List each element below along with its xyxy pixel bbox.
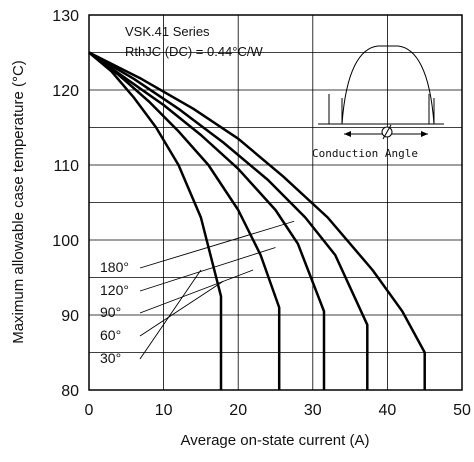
x-tick-label: 20 bbox=[229, 402, 247, 419]
plot-frame bbox=[88, 14, 463, 391]
series-layer bbox=[88, 51, 426, 390]
annotation-series: VSK.41 Series bbox=[125, 24, 210, 39]
y-tick-label: 100 bbox=[52, 233, 79, 250]
series-label: 180° bbox=[100, 259, 129, 275]
y-tick-label: 130 bbox=[52, 8, 79, 25]
series-labels: 180° 120° 90° 60° 30° bbox=[100, 220, 295, 366]
y-axis-label: Maximum allowable case temperature (°C) bbox=[10, 60, 27, 344]
x-tick-label: 0 bbox=[85, 402, 94, 419]
series-leader-line bbox=[139, 269, 254, 314]
x-tick-label: 40 bbox=[379, 402, 397, 419]
series-label: 30° bbox=[100, 350, 121, 366]
y-tick-label: 110 bbox=[53, 158, 79, 175]
series-leader-line bbox=[139, 269, 202, 360]
series-line bbox=[88, 51, 426, 390]
inset-label: Conduction Angle bbox=[312, 147, 418, 160]
series-line bbox=[88, 51, 326, 390]
conduction-angle-diagram: Conduction Angle bbox=[312, 45, 444, 160]
y-tick-label: 120 bbox=[52, 83, 79, 100]
y-tick-label: 80 bbox=[61, 383, 79, 400]
series-leader-line bbox=[139, 280, 224, 337]
grid bbox=[89, 15, 462, 390]
series-line bbox=[88, 51, 369, 390]
ticks: 0 10 20 30 40 50 80 90 100 110 120 130 bbox=[52, 8, 471, 419]
series-leader-line bbox=[139, 220, 295, 269]
x-tick-label: 50 bbox=[453, 402, 471, 419]
annotation-rthjc: RthJC (DC) = 0.44°C/W bbox=[125, 44, 263, 59]
x-tick-label: 10 bbox=[155, 402, 173, 419]
x-tick-label: 30 bbox=[304, 402, 322, 419]
y-tick-label: 90 bbox=[61, 308, 79, 325]
series-label: 60° bbox=[100, 327, 121, 343]
inset-arrow-right-head bbox=[421, 131, 428, 137]
series-leader-line bbox=[139, 247, 276, 292]
inset-sine-arc bbox=[341, 45, 435, 125]
series-label: 90° bbox=[100, 304, 121, 320]
series-line bbox=[88, 51, 281, 390]
series-label: 120° bbox=[100, 282, 129, 298]
inset-arrow-left-head bbox=[344, 131, 351, 137]
x-axis-label: Average on-state current (A) bbox=[181, 432, 370, 449]
inset-phi-stroke bbox=[382, 124, 392, 140]
